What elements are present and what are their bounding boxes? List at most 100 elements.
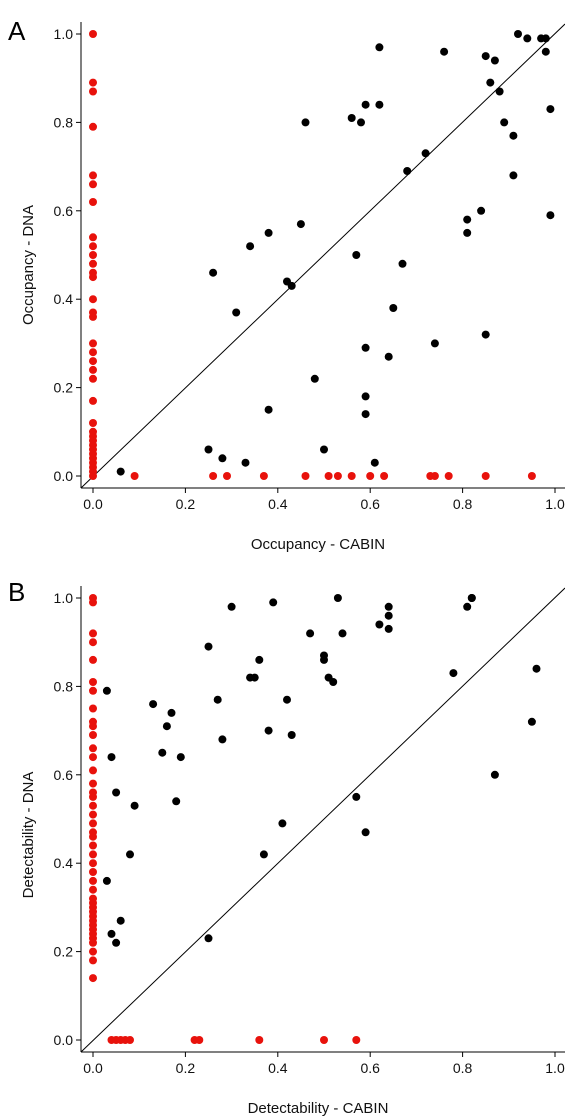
panel-b-red-point (195, 1036, 204, 1044)
panel-a-black-point (218, 454, 227, 463)
panel-b-x-tick-label: 0.0 (83, 1060, 103, 1076)
panel-a-red-point (89, 251, 97, 259)
panel-b-y-tick-label: 0.6 (54, 767, 74, 783)
panel-a-red-point (89, 472, 97, 480)
panel-b-black-point (149, 700, 158, 709)
panel-b-red-point (89, 678, 97, 686)
panel-b-black-point (384, 602, 393, 611)
panel-a-red-point (89, 198, 97, 206)
panel-b-y-tick-label: 0.2 (54, 944, 74, 960)
panel-b-black-point (204, 642, 213, 651)
panel-a-black-point (116, 467, 125, 476)
panel-b-black-point (218, 735, 227, 744)
panel-b-black-point (259, 850, 268, 859)
panel-a-red-point (527, 472, 536, 480)
panel-a-plot: 0.0 0.2 0.4 0.6 0.8 1.0 0.0 0.2 0.4 0.6 0.8 1.0 (54, 22, 565, 512)
panel-b-black-point (255, 655, 264, 664)
panel-a-x-tick-label: 0.0 (83, 496, 103, 512)
panel-a-black-point (361, 343, 370, 352)
panel-b-black-point (283, 695, 291, 704)
panel-b-red-point (89, 868, 97, 876)
panel-a-red-point (89, 259, 97, 268)
panel-a-black-point (347, 114, 356, 122)
panel-a-black-point (486, 78, 495, 87)
panel-a-y-tick-label: 0.4 (54, 291, 74, 307)
panel-a-red-point (89, 312, 97, 321)
panel-a-black-point (481, 52, 490, 61)
panel-a-black-point (495, 87, 504, 96)
panel-b-black-point (463, 602, 472, 611)
panel-a-black-point (264, 228, 273, 237)
panel-b-red-point (89, 819, 97, 828)
panel-b-black-point (384, 611, 393, 620)
panel-b-red-point (89, 766, 97, 775)
panel-a-black-point (375, 43, 384, 52)
panel-a-red-point (347, 472, 356, 480)
panel-b-black-point (172, 797, 181, 806)
panel-a-black-point (500, 118, 509, 127)
panel-a-black-point (232, 308, 241, 317)
panel-b-black-point (116, 916, 125, 925)
panel-a-x-tick-label: 0.8 (453, 496, 473, 512)
panel-b-black-point (269, 598, 278, 607)
panel-b-red-point (89, 686, 97, 695)
panel-b-black-point (102, 876, 111, 885)
panel-a-red-point (89, 30, 97, 38)
panel-a-red-point (89, 365, 97, 374)
panel-a-red-point (430, 472, 439, 480)
panel-b-black-point (449, 669, 458, 678)
panel-a-y-tick-label: 0.6 (54, 203, 74, 219)
panel-a-black-point (541, 47, 550, 56)
panel-a-black-point (209, 268, 218, 277)
panel-a-red-point (89, 78, 97, 87)
panel-a-red-point (301, 472, 310, 480)
panel-b-red-point (89, 947, 97, 956)
panel-b-red-point (89, 704, 97, 713)
panel-b-black-point (250, 673, 259, 682)
panel-b-black-point (532, 664, 541, 673)
panel-a-red-point (89, 87, 97, 96)
panel-a-black-point (509, 171, 518, 180)
panel-a-black-point (241, 458, 250, 467)
panel-a-red-point (130, 472, 139, 480)
panel-b-red-point (89, 753, 97, 762)
panel-a-black-point (384, 352, 393, 361)
panel-b-red-point (352, 1036, 361, 1044)
panel-a-x-tick-label: 0.4 (268, 496, 288, 512)
panel-b: B Detectability - DNA Detectability - CA… (8, 577, 565, 1116)
panel-a-black-point (375, 100, 384, 109)
panel-a-y-tick-label: 1.0 (54, 26, 74, 42)
panel-b-red-point (89, 629, 97, 638)
panel-b-black-point (112, 788, 121, 797)
panel-a-red-point (223, 472, 231, 480)
panel-a-red-point (89, 171, 97, 180)
panel-a-black-point (361, 410, 370, 419)
panel-a-black-point (514, 30, 522, 38)
panel-a-black-point (440, 47, 449, 56)
panel-b-red-point (255, 1036, 264, 1044)
panel-a-red-point (444, 472, 453, 480)
panel-a-xlabel: Occupancy - CABIN (251, 536, 385, 553)
panel-b-black-point (375, 620, 384, 629)
panel-a-black-point (463, 215, 472, 224)
panel-a-red-point (89, 396, 97, 405)
panel-a-black-point (490, 56, 499, 65)
panel-a-label: A (8, 16, 26, 46)
panel-b-black-point (527, 717, 536, 726)
panel-b-red-point (89, 885, 97, 894)
panel-b-black-point (333, 594, 342, 602)
panel-a-black-point (264, 405, 273, 414)
panel-b-x-tick-label: 0.4 (268, 1060, 288, 1076)
panel-b-red-point (89, 832, 97, 841)
panel-b-black-point (158, 748, 167, 757)
panel-a-black-point (463, 228, 472, 237)
panel-a-red-point (380, 472, 389, 480)
panel-b-label: B (8, 577, 25, 607)
panel-a-black-point (403, 167, 412, 175)
panel-b-black-point (107, 929, 116, 938)
panel-a-black-point (320, 445, 328, 454)
panel-b-black-point (278, 819, 287, 828)
panel-b-black-point (126, 850, 134, 859)
panel-a-black-point (296, 220, 305, 229)
